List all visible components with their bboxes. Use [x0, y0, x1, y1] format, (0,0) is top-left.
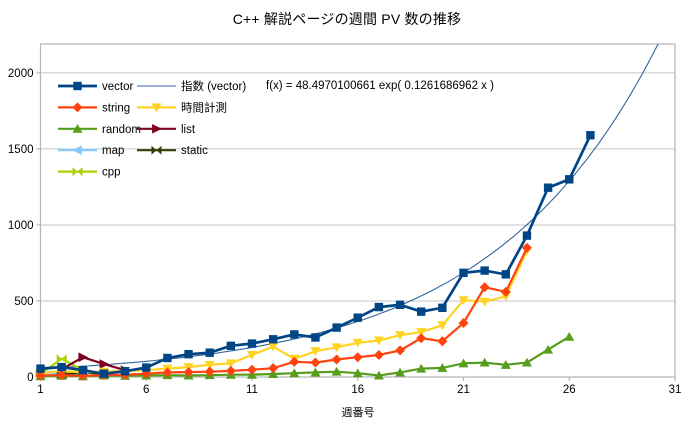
y-tick-label: 500 — [14, 296, 33, 308]
legend-label: vector — [102, 81, 133, 93]
legend-label: list — [181, 124, 196, 136]
y-tick-label: 0 — [27, 372, 33, 384]
gridlines — [40, 72, 675, 302]
chart-title: C++ 解説ページの週間 PV 数の推移 — [232, 11, 462, 27]
legend-label: 時間計測 — [181, 100, 227, 114]
x-tick-label: 31 — [669, 384, 682, 396]
legend-item-指数 (vector): 指数 (vector) — [137, 79, 246, 93]
x-tick-label: 16 — [351, 384, 364, 396]
x-tick-label: 1 — [37, 384, 43, 396]
legend-label: random — [102, 124, 141, 136]
y-tick-label: 1000 — [8, 220, 34, 232]
plot-border — [39, 43, 676, 378]
legend-item-string: string — [58, 102, 130, 114]
legend-label: static — [181, 145, 208, 157]
x-tick-label: 11 — [246, 384, 258, 396]
series-string — [35, 242, 532, 381]
x-tick-label: 21 — [457, 384, 470, 396]
legend-item-static: static — [137, 145, 208, 157]
legend-item-list: list — [137, 124, 196, 136]
legend-label: string — [102, 102, 130, 114]
x-tick-label: 26 — [563, 384, 576, 396]
legend-item-random: random — [58, 124, 141, 136]
legend-item-時間計測: 時間計測 — [137, 100, 227, 114]
y-tick-label: 2000 — [8, 68, 34, 80]
x-tick-label: 6 — [143, 384, 149, 396]
legend: vector string random map cpp 指数 (vector) 時間計測 l… — [58, 79, 246, 179]
x-axis-title: 週番号 — [341, 407, 375, 419]
series-vector — [36, 131, 595, 378]
legend-item-vector: vector — [58, 81, 133, 93]
legend-label: map — [102, 145, 124, 157]
y-tick-label: 1500 — [8, 144, 34, 156]
legend-item-cpp: cpp — [58, 167, 121, 179]
trendline-equation: f(x) = 48.4970100661 exp( 0.1261686962 x… — [266, 80, 494, 92]
legend-label: cpp — [102, 167, 121, 179]
series-時間計測 — [35, 246, 532, 378]
legend-label: 指数 (vector) — [181, 79, 246, 93]
trendline-vector — [40, 43, 659, 370]
legend-item-map: map — [58, 145, 124, 157]
